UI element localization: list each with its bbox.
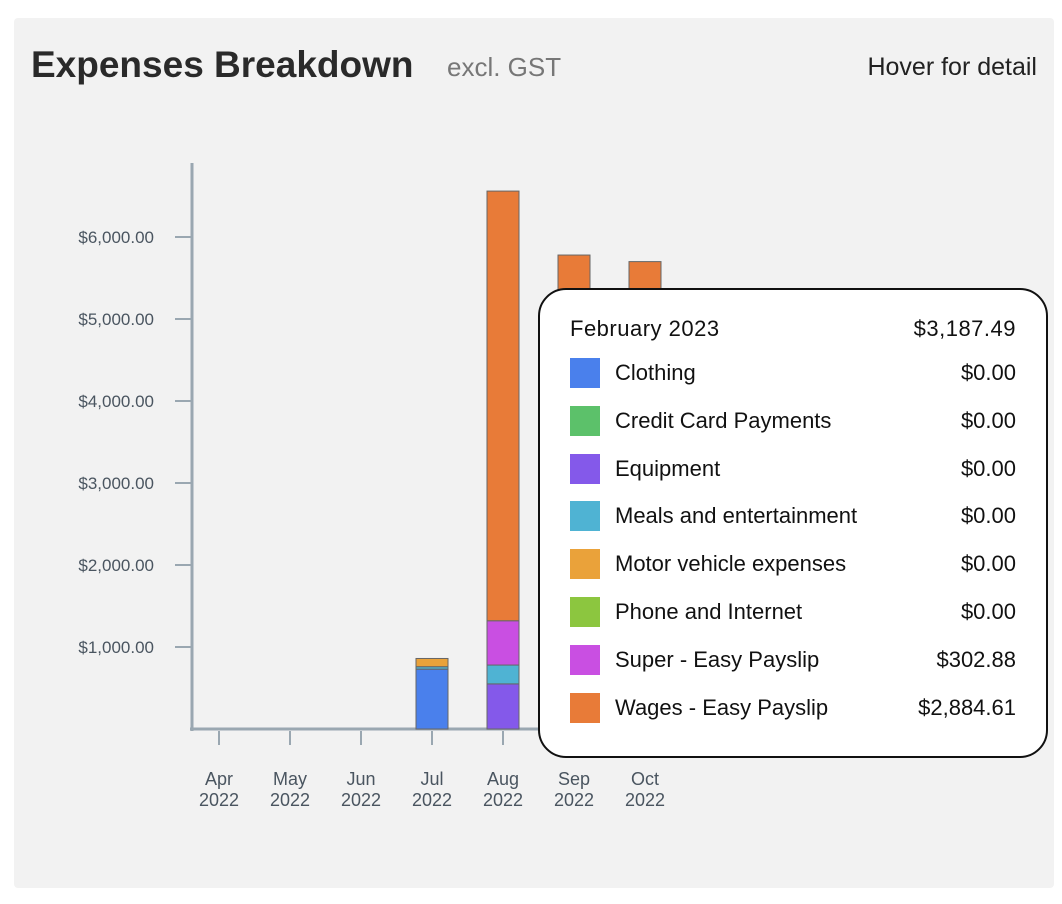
tooltip-item: Clothing $0.00 (570, 358, 1016, 388)
tooltip-item-value: $0.00 (960, 551, 1016, 577)
legend-swatch (570, 692, 600, 723)
tooltip-total: $3,187.49 (913, 316, 1016, 341)
tooltip-item: Equipment $0.00 (570, 453, 1016, 484)
x-tick-label-year: 2022 (412, 790, 452, 810)
bar-segment[interactable] (415, 657, 449, 668)
legend-swatch (570, 597, 600, 627)
tooltip-item-label: Motor vehicle expenses (615, 551, 847, 577)
x-tick-label-year: 2022 (199, 790, 239, 810)
x-tick-label: Jun (346, 769, 375, 789)
tooltip-item-label: Wages - Easy Payslip (615, 694, 829, 720)
y-tick-label: $6,000.00 (78, 228, 154, 247)
y-tick-label: $2,000.00 (78, 556, 154, 575)
x-tick-label-year: 2022 (554, 790, 594, 810)
legend-swatch (570, 549, 600, 580)
tooltip-item: Motor vehicle expenses $0.00 (570, 549, 1016, 580)
tooltip-item-value: $0.00 (960, 503, 1016, 529)
x-tick-label-year: 2022 (270, 790, 310, 810)
legend-swatch (570, 644, 600, 675)
chart-title: Expenses Breakdown (31, 44, 414, 85)
tooltip-item: Credit Card Payments $0.00 (570, 405, 1016, 436)
legend-swatch (570, 453, 600, 484)
bar-segment[interactable] (415, 668, 449, 730)
tooltip-item: Phone and Internet $0.00 (570, 597, 1016, 627)
tooltip-item-label: Phone and Internet (615, 599, 803, 624)
x-tick-label: Jul (420, 769, 443, 789)
y-tick-label: $4,000.00 (78, 392, 154, 411)
tooltip-item: Meals and entertainment $0.00 (570, 501, 1016, 532)
x-tick-label: Oct (631, 769, 659, 789)
legend-swatch (570, 501, 600, 532)
tooltip-item-value: $302.88 (936, 646, 1016, 672)
tooltip-item-label: Credit Card Payments (615, 407, 832, 433)
tooltip-item-label: Clothing (615, 360, 696, 385)
tooltip-item-label: Equipment (615, 455, 721, 481)
x-tick-label: Apr (205, 769, 233, 789)
tooltip-item-value: $2,884.61 (918, 694, 1016, 720)
y-tick-label: $1,000.00 (78, 638, 154, 657)
x-tick-label: Aug (487, 769, 519, 789)
tooltip-item-value: $0.00 (960, 360, 1016, 385)
bar-segment[interactable] (486, 620, 520, 666)
x-tick-label: Sep (558, 769, 590, 789)
x-tick-label-year: 2022 (341, 790, 381, 810)
tooltip-item-label: Meals and entertainment (615, 503, 858, 529)
tooltip-item-value: $0.00 (960, 599, 1016, 624)
tooltip-month: February 2023 (570, 316, 720, 341)
bar-segment[interactable] (486, 664, 520, 685)
tooltip-item-value: $0.00 (960, 455, 1016, 481)
chart-subtitle: excl. GST (447, 52, 562, 82)
legend-swatch (570, 358, 600, 388)
tooltip-item: Super - Easy Payslip $302.88 (570, 644, 1016, 675)
legend-swatch (570, 405, 600, 436)
tooltip-item-label: Super - Easy Payslip (615, 646, 820, 672)
y-tick-label: $5,000.00 (78, 310, 154, 329)
x-tick-label-year: 2022 (483, 790, 523, 810)
hover-hint: Hover for detail (867, 53, 1037, 81)
x-tick-label-year: 2022 (625, 790, 665, 810)
tooltip-item: Wages - Easy Payslip $2,884.61 (570, 692, 1016, 723)
tooltip-item-value: $0.00 (960, 407, 1016, 433)
tooltip: February 2023 $3,187.49 Clothing $0.00 Cred… (538, 288, 1048, 758)
bar-segment[interactable] (486, 683, 520, 730)
y-tick-label: $3,000.00 (78, 474, 154, 493)
x-tick-label: May (273, 769, 307, 789)
bar-segment[interactable] (486, 190, 520, 622)
